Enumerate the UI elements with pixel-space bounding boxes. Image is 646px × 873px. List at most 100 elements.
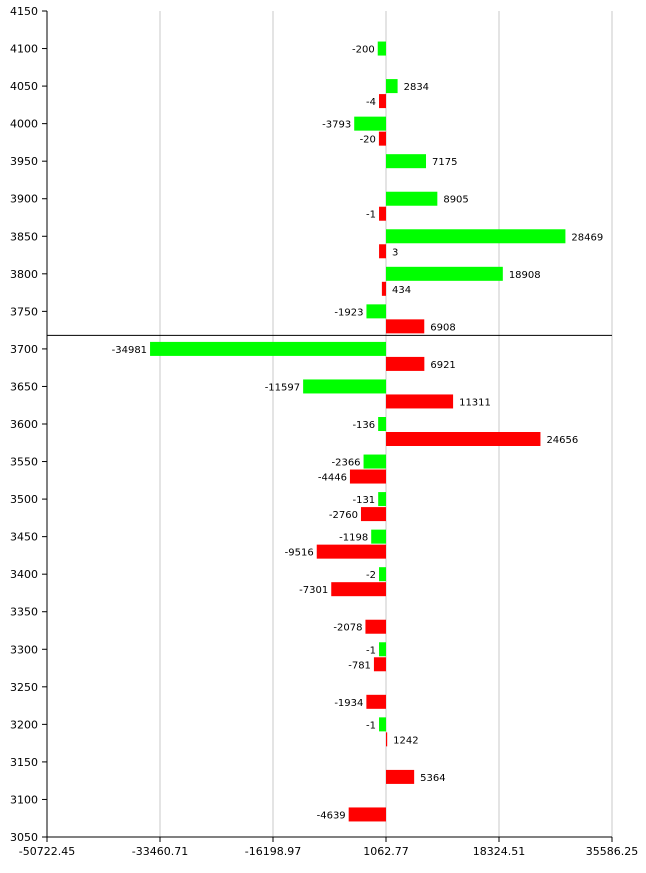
bar xyxy=(363,454,386,469)
y-tick-label: 3150 xyxy=(10,756,38,769)
bar-value-label: -1934 xyxy=(334,698,363,709)
y-tick-label: 3600 xyxy=(10,418,38,431)
bar xyxy=(379,717,386,732)
bar-value-label: 28469 xyxy=(571,232,603,243)
bar xyxy=(386,154,427,169)
bar-value-label: 11311 xyxy=(459,397,491,408)
bar-value-label: 3 xyxy=(392,247,398,258)
bar xyxy=(348,807,386,822)
bar xyxy=(371,529,386,544)
bar xyxy=(386,229,566,244)
y-tick-label: 3300 xyxy=(10,643,38,656)
bar-value-label: -131 xyxy=(352,495,375,506)
bar-value-label: -3793 xyxy=(322,120,351,131)
bar-value-label: -4446 xyxy=(318,473,347,484)
x-tick-label: 1062.77 xyxy=(363,845,409,858)
bar xyxy=(379,642,386,657)
bar-value-label: -7301 xyxy=(299,585,328,596)
bar-labels: -200 2834 -3793 7175 8905 28469 18908 -1923 -349… xyxy=(112,45,604,822)
bar-value-label: -1 xyxy=(366,645,376,656)
bar-value-label: 6921 xyxy=(430,360,455,371)
bar-value-label: 434 xyxy=(392,285,411,296)
bar xyxy=(331,582,386,597)
bar xyxy=(379,567,386,582)
y-tick-label: 3800 xyxy=(10,268,38,281)
bar-value-label: -4639 xyxy=(317,810,346,821)
y-tick-label: 3750 xyxy=(10,305,38,318)
bar xyxy=(377,41,386,56)
bar-value-label: -2078 xyxy=(333,623,362,634)
bar-value-label: 6908 xyxy=(430,322,455,333)
bar xyxy=(366,304,386,319)
y-tick-label: 3350 xyxy=(10,606,38,619)
x-tick-label: -16198.97 xyxy=(245,845,301,858)
bar xyxy=(386,432,541,446)
y-tick-label: 3400 xyxy=(10,568,38,581)
y-tick-label: 3450 xyxy=(10,531,38,544)
bar xyxy=(378,417,386,431)
bar-value-label: -136 xyxy=(352,420,375,431)
bar xyxy=(150,341,386,356)
bar-value-label: 2834 xyxy=(404,82,429,93)
bar xyxy=(378,492,386,507)
bar xyxy=(386,732,388,747)
bar-value-label: -2760 xyxy=(329,510,358,521)
bar-value-label: 7175 xyxy=(432,157,457,168)
bar-value-label: -781 xyxy=(348,660,371,671)
bar xyxy=(303,379,386,394)
bar-value-label: 1242 xyxy=(393,735,418,746)
y-tick-label: 3250 xyxy=(10,681,38,694)
y-tick-label: 3550 xyxy=(10,456,38,469)
bar xyxy=(386,266,503,281)
bars xyxy=(150,41,566,822)
bar xyxy=(379,244,386,259)
bar xyxy=(379,206,386,221)
x-tick-label: -33460.71 xyxy=(132,845,188,858)
bar-value-label: 18908 xyxy=(509,270,541,281)
y-tick-label: 3700 xyxy=(10,343,38,356)
y-tick-label: 3500 xyxy=(10,493,38,506)
axes: 3050 3100 3150 3200 3250 3300 3350 3400 3450 3500… xyxy=(10,5,638,858)
y-tick-label: 3950 xyxy=(10,155,38,168)
bar xyxy=(365,619,386,634)
bar-value-label: -2366 xyxy=(331,458,360,469)
bar xyxy=(366,694,386,709)
bar xyxy=(386,191,438,206)
bar-value-label: 8905 xyxy=(443,195,468,206)
x-tick-label: 18324.51 xyxy=(473,845,526,858)
y-tick-label: 4000 xyxy=(10,118,38,131)
y-tick-label: 3050 xyxy=(10,831,38,844)
y-tick-label: 3650 xyxy=(10,380,38,393)
bar xyxy=(316,544,386,559)
bar-value-label: -1198 xyxy=(339,533,368,544)
bar-value-label: -1 xyxy=(366,720,376,731)
bar xyxy=(349,469,386,484)
y-tick-label: 3850 xyxy=(10,230,38,243)
x-tick-label: 35586.25 xyxy=(586,845,639,858)
bar-value-label: 24656 xyxy=(546,435,578,446)
bar xyxy=(373,657,386,672)
bar xyxy=(379,94,386,109)
bar xyxy=(386,79,398,94)
y-tick-label: 4100 xyxy=(10,43,38,56)
bar xyxy=(354,116,386,131)
bar xyxy=(378,131,386,146)
bar-value-label: -2 xyxy=(366,570,376,581)
bar-value-label: -11597 xyxy=(265,382,300,393)
bar xyxy=(360,507,386,522)
bar-value-label: -1923 xyxy=(334,307,363,318)
bar xyxy=(386,769,415,784)
bar-value-label: -9516 xyxy=(285,548,314,559)
bar-value-label: -34981 xyxy=(112,345,147,356)
x-tick-label: -50722.45 xyxy=(19,845,75,858)
bar-value-label: -1 xyxy=(366,210,376,221)
bar-value-label: 5364 xyxy=(420,773,445,784)
bar xyxy=(386,394,454,409)
bar-value-label: -200 xyxy=(352,45,375,56)
y-tick-label: 4150 xyxy=(10,5,38,18)
y-tick-label: 3100 xyxy=(10,793,38,806)
bar-value-label: -4 xyxy=(366,97,376,108)
y-tick-label: 4050 xyxy=(10,80,38,93)
y-tick-label: 3200 xyxy=(10,718,38,731)
